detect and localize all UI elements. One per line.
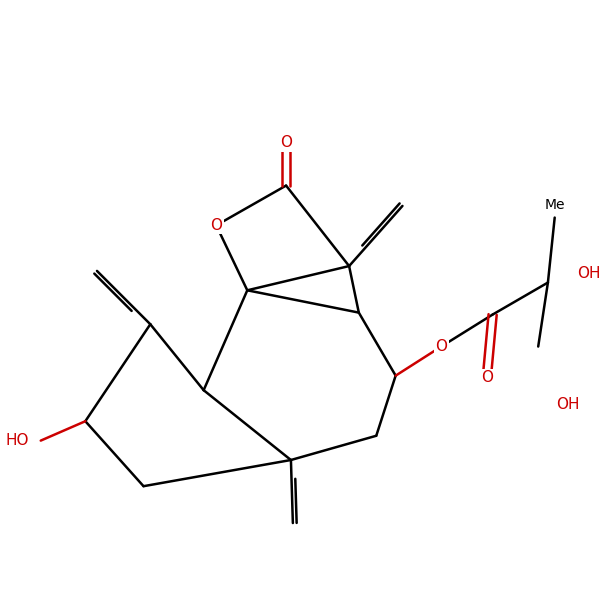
Text: OH: OH <box>556 397 579 412</box>
Text: Me: Me <box>544 198 565 212</box>
Text: HO: HO <box>5 433 29 448</box>
Text: O: O <box>280 136 292 151</box>
Text: O: O <box>210 218 222 233</box>
Text: OH: OH <box>577 266 600 281</box>
Text: O: O <box>435 339 447 354</box>
Text: O: O <box>481 370 493 385</box>
